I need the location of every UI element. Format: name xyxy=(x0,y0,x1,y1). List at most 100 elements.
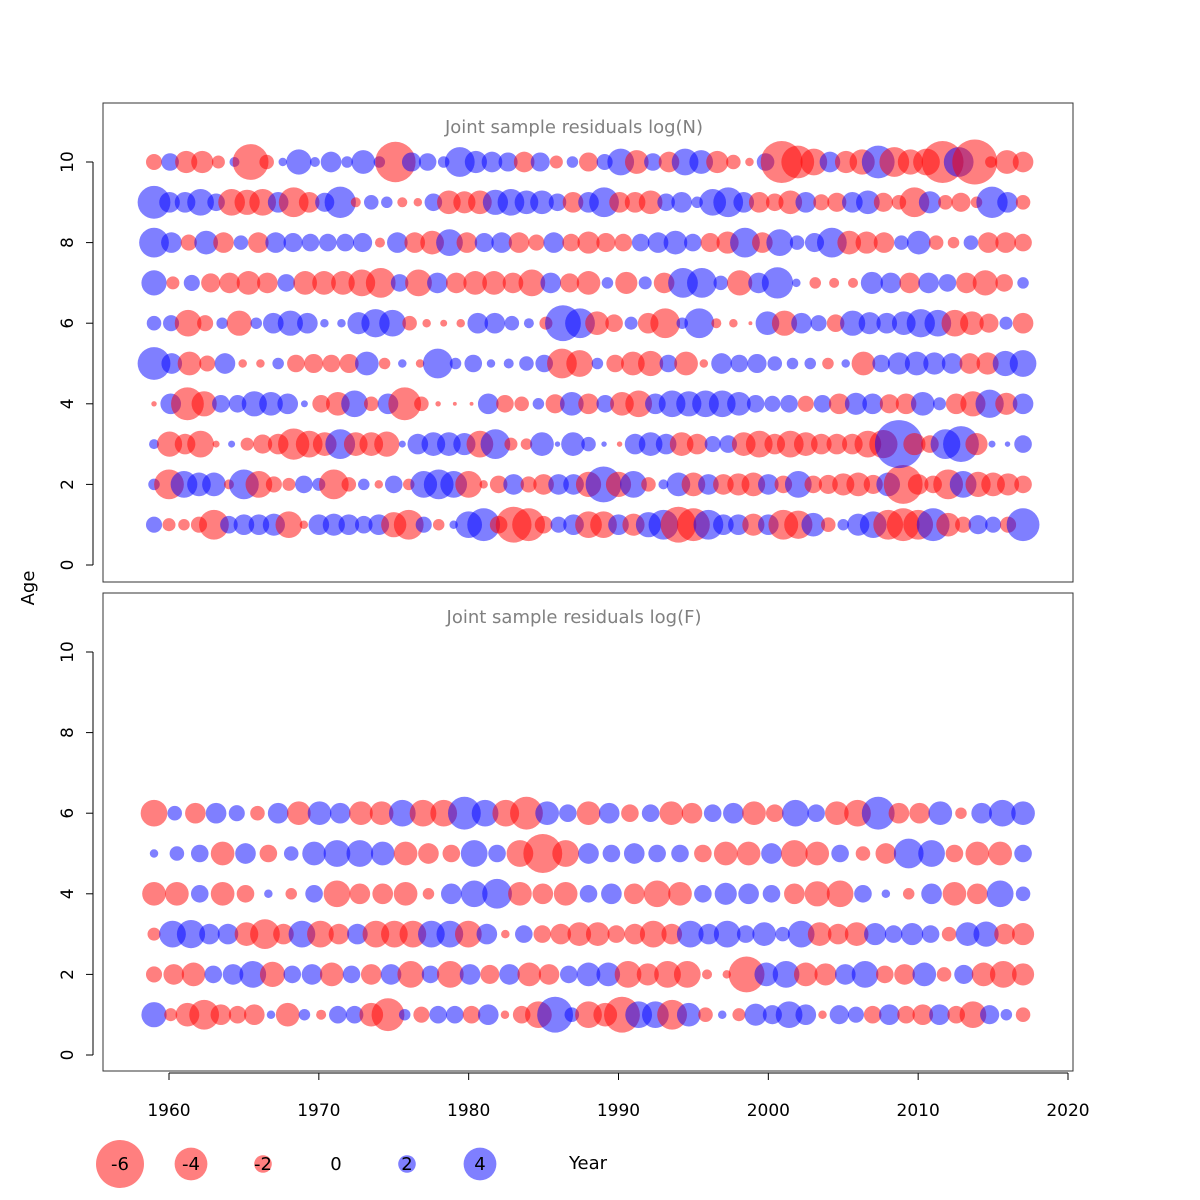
residual-bubble xyxy=(293,271,317,295)
residual-bubble xyxy=(764,395,781,412)
residual-bubble xyxy=(194,230,218,255)
residual-bubble xyxy=(183,274,200,291)
residual-bubble xyxy=(804,475,823,494)
residual-bubble xyxy=(963,235,979,250)
residual-bubble xyxy=(424,193,443,212)
residual-bubble xyxy=(703,804,722,822)
residual-bubble xyxy=(469,401,474,406)
residual-bubble xyxy=(501,929,510,939)
residual-bubble xyxy=(807,804,825,822)
residual-bubble xyxy=(659,801,684,826)
residual-bubble xyxy=(851,961,879,988)
residual-bubble xyxy=(888,802,910,824)
residual-bubble xyxy=(873,232,895,253)
residual-bubble xyxy=(638,350,664,377)
residual-bubble xyxy=(669,432,694,456)
residual-bubble xyxy=(820,517,836,532)
residual-bubble xyxy=(674,351,698,376)
residual-bubble xyxy=(979,313,999,333)
residual-bubble xyxy=(149,439,160,450)
residual-bubble xyxy=(288,920,316,948)
residual-bubble xyxy=(374,431,400,457)
residual-bubble xyxy=(736,841,761,866)
residual-bubble xyxy=(371,998,405,1032)
residual-bubble xyxy=(190,844,209,863)
residual-bubble xyxy=(456,232,478,253)
residual-bubble xyxy=(766,229,794,256)
residual-bubble xyxy=(277,310,303,336)
residual-bubble xyxy=(621,804,639,822)
residual-bubble xyxy=(745,430,773,458)
residual-bubble xyxy=(520,438,533,450)
residual-bubble xyxy=(614,961,642,988)
residual-bubble xyxy=(810,433,832,455)
residual-bubble xyxy=(986,880,1014,908)
residual-bubble xyxy=(761,843,782,864)
residual-bubble xyxy=(638,276,652,290)
residual-bubble xyxy=(1006,508,1040,542)
y-tick-label: 2 xyxy=(58,969,78,980)
residual-bubble xyxy=(787,920,815,948)
residual-bubble xyxy=(921,883,942,905)
residual-bubble xyxy=(363,396,379,412)
residual-bubble xyxy=(786,357,799,370)
residual-bubble xyxy=(607,925,626,943)
residual-bubble xyxy=(427,272,448,294)
residual-bubble xyxy=(988,841,1013,866)
residual-bubble xyxy=(726,154,741,170)
residual-bubble xyxy=(761,267,794,299)
residual-bubble xyxy=(500,1010,510,1019)
residual-bubble xyxy=(418,920,445,948)
residual-bubble xyxy=(605,314,623,333)
residual-bubble xyxy=(673,961,701,988)
residual-bubble xyxy=(702,969,713,980)
residual-bubble xyxy=(668,881,692,906)
panel-title: Joint sample residuals log(N) xyxy=(444,117,703,138)
residual-bubble xyxy=(204,965,223,984)
residual-bubble xyxy=(829,277,840,288)
residual-bubble xyxy=(742,801,766,826)
residual-bubble xyxy=(754,962,779,987)
legend-label: 0 xyxy=(330,1154,341,1175)
residual-bubble xyxy=(932,397,947,411)
residual-bubble xyxy=(530,432,554,456)
residual-bubble xyxy=(464,150,487,174)
legend-label: 4 xyxy=(474,1154,485,1175)
residual-bubble xyxy=(989,799,1016,827)
residual-bubble xyxy=(1015,1007,1031,1022)
residual-bubble xyxy=(323,880,351,908)
residual-bubble xyxy=(205,802,227,824)
residual-bubble xyxy=(320,318,329,328)
x-tick-label: 2010 xyxy=(897,1101,940,1121)
residual-bubble xyxy=(354,515,373,534)
residual-bubble xyxy=(287,354,305,373)
residual-bubble xyxy=(973,921,999,947)
residual-bubble xyxy=(537,996,574,1033)
residual-bubble xyxy=(819,151,841,173)
residual-bubble xyxy=(145,153,163,171)
residual-bubble xyxy=(719,435,737,453)
residual-bubble xyxy=(689,150,714,174)
residual-bubble xyxy=(971,962,996,987)
residual-bubble xyxy=(456,318,465,328)
residual-bubble xyxy=(388,387,422,421)
residual-bubble xyxy=(161,353,183,374)
residual-bubble xyxy=(141,1002,167,1028)
residual-bubble xyxy=(661,923,683,945)
residual-bubble xyxy=(782,799,809,827)
residual-bubble xyxy=(576,801,601,826)
residual-bubble xyxy=(943,426,979,463)
residual-bubble xyxy=(519,356,534,371)
legend-item: 0 xyxy=(330,1154,341,1175)
residual-bubble xyxy=(286,149,312,175)
residual-bubble xyxy=(639,920,667,948)
residual-bubble xyxy=(641,804,660,822)
x-axis: 1960 1970 1980 1990 2000 2010 2020 xyxy=(147,1072,1090,1121)
residual-bubble xyxy=(955,807,967,819)
residual-bubble xyxy=(415,516,432,533)
residual-bubble xyxy=(540,272,562,294)
x-tick-label: 2000 xyxy=(747,1101,790,1121)
residual-bubble xyxy=(422,888,435,900)
residual-bubble xyxy=(349,883,371,905)
residual-bubble xyxy=(566,350,594,377)
